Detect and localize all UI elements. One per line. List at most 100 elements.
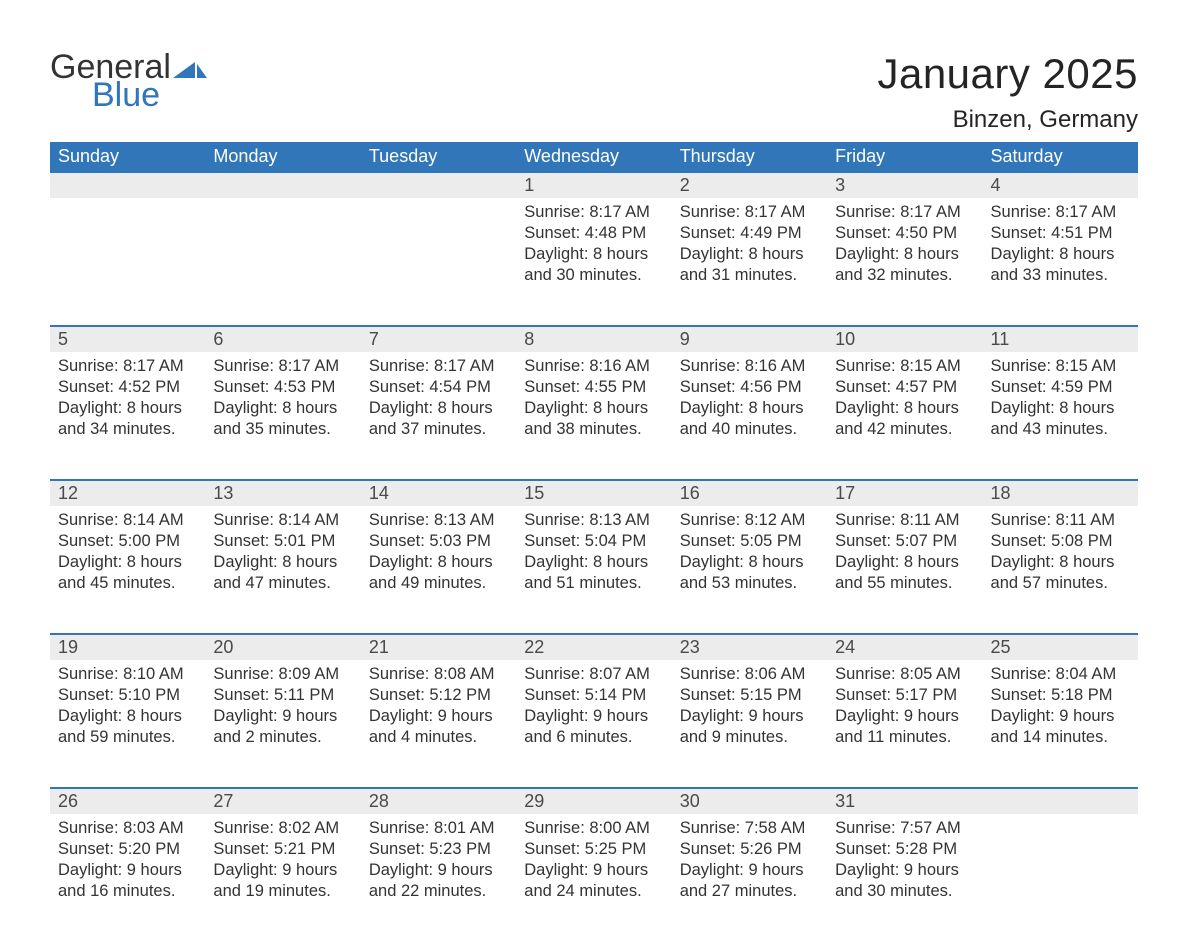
- daylight-text-1: Daylight: 9 hours: [369, 706, 508, 727]
- day-detail-row: Sunrise: 8:17 AMSunset: 4:52 PMDaylight:…: [50, 352, 1138, 480]
- day-detail-cell: Sunrise: 8:01 AMSunset: 5:23 PMDaylight:…: [361, 814, 516, 942]
- day-detail-cell: Sunrise: 8:05 AMSunset: 5:17 PMDaylight:…: [827, 660, 982, 788]
- day-number-row: 567891011: [50, 326, 1138, 352]
- daylight-text-1: Daylight: 9 hours: [524, 706, 663, 727]
- sunset-text: Sunset: 4:52 PM: [58, 377, 197, 398]
- day-number-cell: 1: [516, 172, 671, 198]
- sunset-text: Sunset: 4:54 PM: [369, 377, 508, 398]
- sunset-text: Sunset: 5:07 PM: [835, 531, 974, 552]
- day-detail-cell: Sunrise: 8:09 AMSunset: 5:11 PMDaylight:…: [205, 660, 360, 788]
- daylight-text-1: Daylight: 8 hours: [680, 398, 819, 419]
- sunrise-text: Sunrise: 8:06 AM: [680, 664, 819, 685]
- sunrise-text: Sunrise: 7:57 AM: [835, 818, 974, 839]
- daylight-text-2: and 22 minutes.: [369, 881, 508, 902]
- sunrise-text: Sunrise: 8:17 AM: [213, 356, 352, 377]
- daylight-text-2: and 53 minutes.: [680, 573, 819, 594]
- sunrise-text: Sunrise: 8:17 AM: [680, 202, 819, 223]
- sunset-text: Sunset: 4:55 PM: [524, 377, 663, 398]
- daylight-text-1: Daylight: 8 hours: [991, 398, 1130, 419]
- daylight-text-2: and 27 minutes.: [680, 881, 819, 902]
- sunrise-text: Sunrise: 8:16 AM: [524, 356, 663, 377]
- sunrise-text: Sunrise: 8:03 AM: [58, 818, 197, 839]
- day-number-cell: 6: [205, 326, 360, 352]
- day-number-cell: 19: [50, 634, 205, 660]
- day-number-cell: 22: [516, 634, 671, 660]
- day-number-cell: [205, 172, 360, 198]
- day-number-cell: 3: [827, 172, 982, 198]
- sunrise-text: Sunrise: 8:17 AM: [835, 202, 974, 223]
- day-detail-cell: Sunrise: 8:10 AMSunset: 5:10 PMDaylight:…: [50, 660, 205, 788]
- sunrise-text: Sunrise: 7:58 AM: [680, 818, 819, 839]
- sunset-text: Sunset: 5:26 PM: [680, 839, 819, 860]
- daylight-text-2: and 47 minutes.: [213, 573, 352, 594]
- daylight-text-1: Daylight: 9 hours: [991, 706, 1130, 727]
- sunset-text: Sunset: 5:20 PM: [58, 839, 197, 860]
- daylight-text-2: and 24 minutes.: [524, 881, 663, 902]
- daylight-text-1: Daylight: 8 hours: [58, 398, 197, 419]
- daylight-text-1: Daylight: 8 hours: [369, 552, 508, 573]
- logo-shape-icon: [173, 58, 207, 78]
- daylight-text-1: Daylight: 8 hours: [991, 552, 1130, 573]
- day-header-row: SundayMondayTuesdayWednesdayThursdayFrid…: [50, 142, 1138, 172]
- daylight-text-2: and 55 minutes.: [835, 573, 974, 594]
- logo-part2: Blue: [92, 78, 207, 112]
- calendar-body: 1234Sunrise: 8:17 AMSunset: 4:48 PMDayli…: [50, 172, 1138, 942]
- logo: General Blue: [50, 50, 207, 112]
- day-number-cell: 11: [983, 326, 1138, 352]
- sunset-text: Sunset: 4:56 PM: [680, 377, 819, 398]
- sunset-text: Sunset: 4:50 PM: [835, 223, 974, 244]
- day-detail-cell: Sunrise: 8:14 AMSunset: 5:00 PMDaylight:…: [50, 506, 205, 634]
- daylight-text-2: and 40 minutes.: [680, 419, 819, 440]
- day-detail-cell: Sunrise: 8:03 AMSunset: 5:20 PMDaylight:…: [50, 814, 205, 942]
- daylight-text-2: and 37 minutes.: [369, 419, 508, 440]
- day-detail-cell: Sunrise: 8:15 AMSunset: 4:57 PMDaylight:…: [827, 352, 982, 480]
- day-detail-cell: Sunrise: 8:02 AMSunset: 5:21 PMDaylight:…: [205, 814, 360, 942]
- daylight-text-1: Daylight: 8 hours: [213, 398, 352, 419]
- daylight-text-2: and 6 minutes.: [524, 727, 663, 748]
- sunset-text: Sunset: 5:01 PM: [213, 531, 352, 552]
- sunset-text: Sunset: 5:21 PM: [213, 839, 352, 860]
- daylight-text-1: Daylight: 8 hours: [991, 244, 1130, 265]
- daylight-text-1: Daylight: 9 hours: [835, 706, 974, 727]
- daylight-text-1: Daylight: 8 hours: [835, 552, 974, 573]
- day-detail-cell: Sunrise: 8:11 AMSunset: 5:08 PMDaylight:…: [983, 506, 1138, 634]
- daylight-text-1: Daylight: 8 hours: [213, 552, 352, 573]
- day-number-cell: 17: [827, 480, 982, 506]
- day-detail-cell: [50, 198, 205, 326]
- daylight-text-2: and 35 minutes.: [213, 419, 352, 440]
- daylight-text-1: Daylight: 9 hours: [213, 860, 352, 881]
- daylight-text-2: and 45 minutes.: [58, 573, 197, 594]
- sunset-text: Sunset: 5:15 PM: [680, 685, 819, 706]
- day-number-cell: 28: [361, 788, 516, 814]
- day-number-cell: 24: [827, 634, 982, 660]
- sunrise-text: Sunrise: 8:13 AM: [369, 510, 508, 531]
- sunrise-text: Sunrise: 8:04 AM: [991, 664, 1130, 685]
- day-header: Saturday: [983, 142, 1138, 172]
- sunrise-text: Sunrise: 8:15 AM: [835, 356, 974, 377]
- day-detail-cell: Sunrise: 8:17 AMSunset: 4:54 PMDaylight:…: [361, 352, 516, 480]
- daylight-text-2: and 51 minutes.: [524, 573, 663, 594]
- daylight-text-2: and 32 minutes.: [835, 265, 974, 286]
- day-detail-cell: Sunrise: 8:06 AMSunset: 5:15 PMDaylight:…: [672, 660, 827, 788]
- day-number-cell: 15: [516, 480, 671, 506]
- sunset-text: Sunset: 4:53 PM: [213, 377, 352, 398]
- day-number-cell: 26: [50, 788, 205, 814]
- sunrise-text: Sunrise: 8:00 AM: [524, 818, 663, 839]
- sunset-text: Sunset: 5:03 PM: [369, 531, 508, 552]
- sunset-text: Sunset: 5:23 PM: [369, 839, 508, 860]
- daylight-text-2: and 14 minutes.: [991, 727, 1130, 748]
- sunrise-text: Sunrise: 8:11 AM: [835, 510, 974, 531]
- daylight-text-1: Daylight: 9 hours: [524, 860, 663, 881]
- daylight-text-1: Daylight: 8 hours: [680, 244, 819, 265]
- daylight-text-2: and 30 minutes.: [524, 265, 663, 286]
- daylight-text-1: Daylight: 9 hours: [835, 860, 974, 881]
- daylight-text-1: Daylight: 8 hours: [524, 552, 663, 573]
- sunrise-text: Sunrise: 8:10 AM: [58, 664, 197, 685]
- daylight-text-2: and 49 minutes.: [369, 573, 508, 594]
- day-detail-cell: Sunrise: 8:17 AMSunset: 4:53 PMDaylight:…: [205, 352, 360, 480]
- day-number-cell: [50, 172, 205, 198]
- day-detail-cell: Sunrise: 8:17 AMSunset: 4:51 PMDaylight:…: [983, 198, 1138, 326]
- day-number-row: 12131415161718: [50, 480, 1138, 506]
- day-header: Sunday: [50, 142, 205, 172]
- day-detail-cell: Sunrise: 8:13 AMSunset: 5:03 PMDaylight:…: [361, 506, 516, 634]
